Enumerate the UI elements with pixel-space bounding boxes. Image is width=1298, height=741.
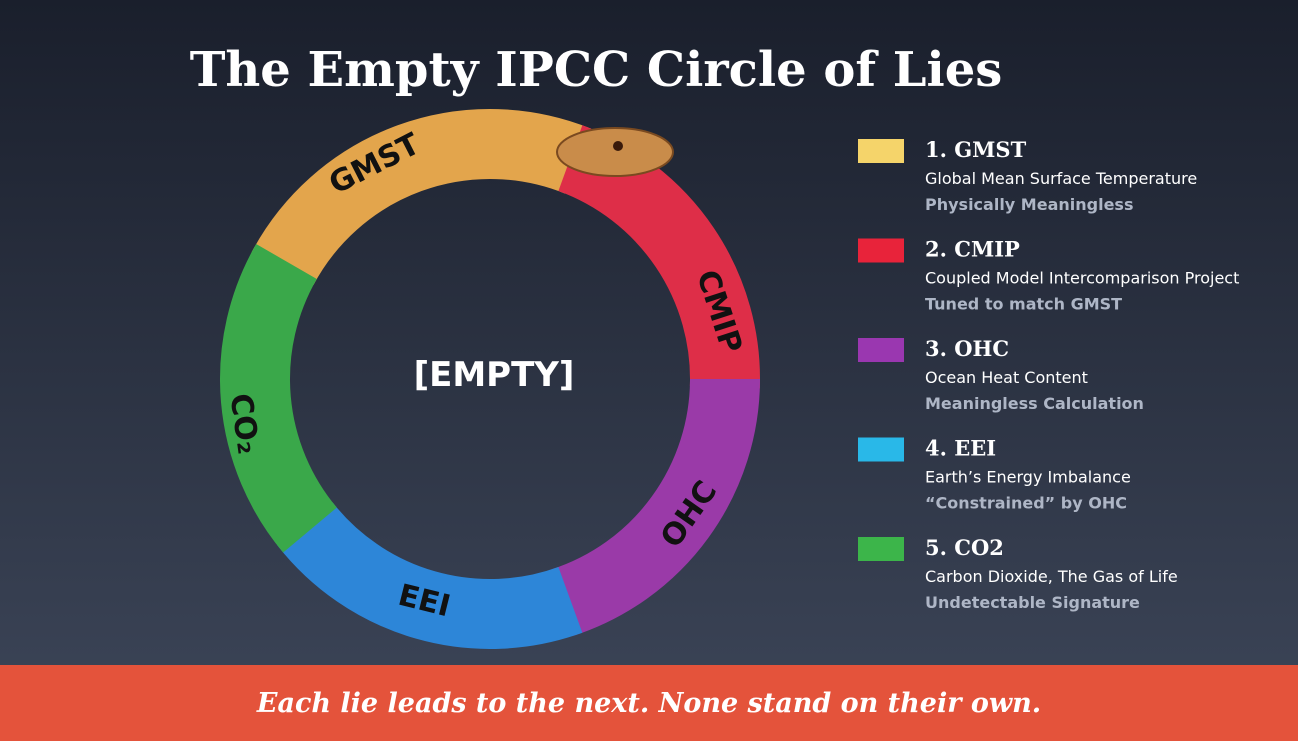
legend-note: Physically Meaningless <box>925 195 1133 214</box>
legend-description: Coupled Model Intercomparison Project <box>925 269 1239 288</box>
ring-label: CO₂ <box>222 391 265 456</box>
legend-swatch <box>858 139 904 163</box>
legend-heading: 3. OHC <box>925 336 1009 361</box>
ring-segment <box>220 244 338 553</box>
ring-segment <box>277 501 583 649</box>
footer-bar <box>0 665 1298 741</box>
snake-eye <box>613 141 623 151</box>
title: The Empty IPCC Circle of Lies <box>190 42 1003 98</box>
center-label: [EMPTY] <box>414 355 575 395</box>
legend-swatch <box>858 437 904 462</box>
legend-note: Meaningless Calculation <box>925 394 1144 413</box>
legend-swatch <box>858 338 904 362</box>
legend: 1. GMST Global Mean Surface Temperature Ph… <box>858 137 1239 612</box>
snake-head <box>556 127 674 177</box>
legend-note: “Constrained” by OHC <box>925 494 1127 513</box>
legend-heading: 4. EEI <box>925 436 996 461</box>
legend-swatch <box>858 238 904 263</box>
legend-heading: 2. CMIP <box>925 237 1020 262</box>
footer: Each lie leads to the next. None stand o… <box>256 688 1041 719</box>
ring-segment <box>551 378 760 636</box>
legend-description: Earth’s Energy Imbalance <box>925 468 1131 487</box>
legend-description: Carbon Dioxide, The Gas of Life <box>925 567 1178 586</box>
legend-heading: 1. GMST <box>925 137 1027 162</box>
ring-segment <box>251 109 592 286</box>
legend-swatch <box>858 537 904 561</box>
legend-description: Global Mean Surface Temperature <box>925 169 1197 188</box>
legend-note: Undetectable Signature <box>925 593 1140 612</box>
legend-heading: 5. CO2 <box>925 535 1004 560</box>
legend-note: Tuned to match GMST <box>925 295 1122 314</box>
legend-description: Ocean Heat Content <box>925 368 1088 387</box>
